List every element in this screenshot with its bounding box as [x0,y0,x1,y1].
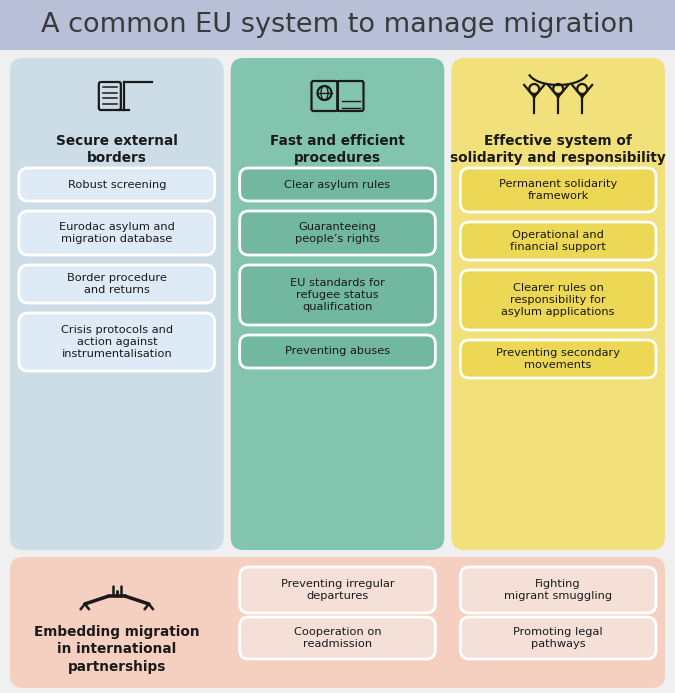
Text: Embedding migration
in international
partnerships: Embedding migration in international par… [34,625,200,674]
Text: Cooperation on
readmission: Cooperation on readmission [294,626,381,649]
FancyBboxPatch shape [19,168,215,201]
Text: Guaranteeing
people’s rights: Guaranteeing people’s rights [295,222,380,244]
Text: EU standards for
refugee status
qualification: EU standards for refugee status qualific… [290,278,385,313]
FancyBboxPatch shape [240,617,435,659]
Text: Crisis protocols and
action against
instrumentalisation: Crisis protocols and action against inst… [61,324,173,360]
Text: Fighting
migrant smuggling: Fighting migrant smuggling [504,579,612,602]
Text: Secure external
borders: Secure external borders [56,134,178,166]
FancyBboxPatch shape [460,567,656,613]
Text: Promoting legal
pathways: Promoting legal pathways [514,626,603,649]
Text: Robust screening: Robust screening [68,179,166,189]
FancyBboxPatch shape [460,340,656,378]
FancyBboxPatch shape [0,0,675,50]
FancyBboxPatch shape [10,58,223,550]
FancyBboxPatch shape [460,617,656,659]
Text: Clearer rules on
responsibility for
asylum applications: Clearer rules on responsibility for asyl… [502,283,615,317]
FancyBboxPatch shape [460,168,656,212]
FancyBboxPatch shape [240,265,435,325]
FancyBboxPatch shape [231,58,444,550]
FancyBboxPatch shape [19,313,215,371]
Text: Preventing irregular
departures: Preventing irregular departures [281,579,394,602]
FancyBboxPatch shape [19,265,215,303]
Text: Preventing abuses: Preventing abuses [285,346,390,356]
FancyBboxPatch shape [19,211,215,255]
Text: Border procedure
and returns: Border procedure and returns [67,273,167,295]
Text: Effective system of
solidarity and responsibility: Effective system of solidarity and respo… [450,134,666,166]
Text: Operational and
financial support: Operational and financial support [510,230,606,252]
Text: Clear asylum rules: Clear asylum rules [284,179,391,189]
FancyBboxPatch shape [240,567,435,613]
FancyBboxPatch shape [460,222,656,260]
FancyBboxPatch shape [460,270,656,330]
Text: Permanent solidarity
framework: Permanent solidarity framework [499,179,618,201]
FancyBboxPatch shape [240,335,435,368]
Text: Fast and efficient
procedures: Fast and efficient procedures [270,134,405,166]
FancyBboxPatch shape [240,211,435,255]
FancyBboxPatch shape [10,557,665,688]
Text: A common EU system to manage migration: A common EU system to manage migration [40,12,634,38]
FancyBboxPatch shape [240,168,435,201]
Text: Eurodac asylum and
migration database: Eurodac asylum and migration database [59,222,175,244]
Text: Preventing secondary
movements: Preventing secondary movements [496,348,620,370]
FancyBboxPatch shape [452,58,665,550]
